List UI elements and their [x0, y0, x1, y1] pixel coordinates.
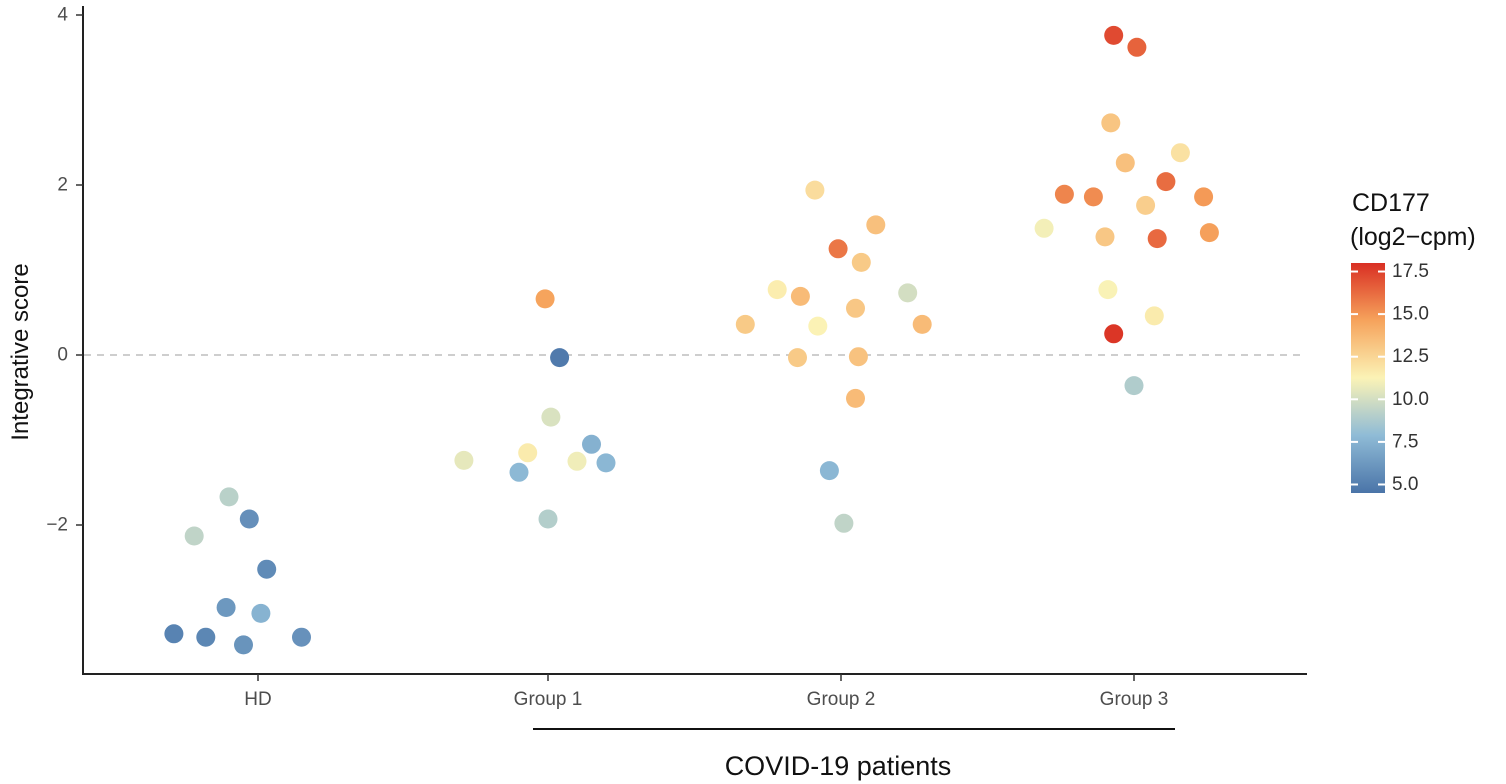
data-point: [219, 487, 239, 507]
legend-tick-label: 15.0: [1392, 304, 1429, 325]
data-point: [239, 509, 259, 529]
data-point: [1115, 153, 1135, 173]
data-point: [196, 627, 216, 647]
legend-tick-label: 5.0: [1392, 474, 1418, 495]
y-axis-ticks: 4 2 0 −2: [46, 5, 83, 536]
data-point: [1194, 187, 1214, 207]
data-point: [912, 314, 932, 334]
data-point: [292, 627, 311, 647]
data-point: [454, 450, 474, 470]
legend-tick-label: 10.0: [1392, 389, 1429, 410]
data-point: [834, 513, 854, 533]
legend-title: CD177: [1352, 189, 1430, 217]
data-point: [898, 283, 918, 303]
data-point: [1127, 37, 1147, 57]
colorbar: [1351, 263, 1385, 493]
data-point: [828, 239, 848, 259]
y-tick-label: −2: [46, 515, 68, 536]
data-point: [1083, 187, 1103, 207]
data-point: [1156, 172, 1176, 192]
data-point: [234, 635, 253, 655]
group-bracket-label: COVID-19 patients: [725, 751, 952, 781]
data-point: [596, 453, 616, 473]
data-point: [1101, 113, 1121, 133]
x-tick-label: HD: [244, 689, 271, 710]
data-point: [567, 451, 587, 471]
y-axis-title: Integrative score: [7, 263, 34, 440]
data-point: [535, 289, 555, 309]
data-point: [767, 280, 787, 300]
x-tick-label: Group 1: [514, 689, 583, 710]
data-point: [819, 461, 839, 481]
x-axis-ticks: HD Group 1 Group 2 Group 3: [244, 674, 1168, 710]
data-point: [251, 603, 271, 623]
data-point: [848, 347, 868, 367]
data-point: [1104, 25, 1124, 45]
data-point: [1098, 280, 1118, 300]
data-point: [851, 252, 871, 272]
data-point: [538, 509, 558, 529]
data-point: [582, 434, 601, 454]
data-point: [1095, 227, 1115, 247]
data-point: [1054, 184, 1074, 204]
data-point: [164, 624, 184, 644]
data-point: [805, 180, 825, 200]
data-point: [216, 598, 236, 617]
data-point: [518, 443, 538, 463]
legend-subtitle: (log2−cpm): [1350, 223, 1476, 251]
data-point: [788, 348, 807, 368]
data-point: [866, 215, 886, 235]
data-point: [846, 298, 865, 318]
y-tick-label: 4: [57, 5, 68, 26]
data-point: [509, 462, 529, 482]
legend-tick-label: 12.5: [1392, 346, 1429, 367]
legend-tick-label: 7.5: [1392, 431, 1418, 452]
x-tick-label: Group 3: [1100, 689, 1169, 710]
data-point: [1144, 306, 1164, 326]
data-point: [846, 388, 865, 408]
color-legend: CD177 (log2−cpm) 17.5 15.0 12.5 10.0 7.5 5.0: [1350, 189, 1476, 495]
data-point: [550, 348, 570, 368]
x-tick-label: Group 2: [807, 689, 876, 710]
data-point: [790, 286, 810, 306]
data-point: [808, 316, 828, 336]
data-point: [1147, 229, 1167, 249]
data-point: [257, 559, 277, 579]
data-point: [184, 526, 204, 546]
data-points: [164, 25, 1219, 655]
data-point: [1170, 143, 1190, 163]
data-point: [1124, 376, 1144, 396]
legend-tick-label: 17.5: [1392, 261, 1429, 282]
data-point: [1136, 195, 1156, 215]
data-point: [1199, 223, 1219, 243]
data-point: [1104, 324, 1124, 344]
data-point: [1034, 218, 1054, 238]
y-tick-label: 0: [57, 345, 68, 366]
y-tick-label: 2: [57, 175, 68, 196]
data-point: [735, 314, 755, 334]
data-point: [541, 407, 561, 427]
